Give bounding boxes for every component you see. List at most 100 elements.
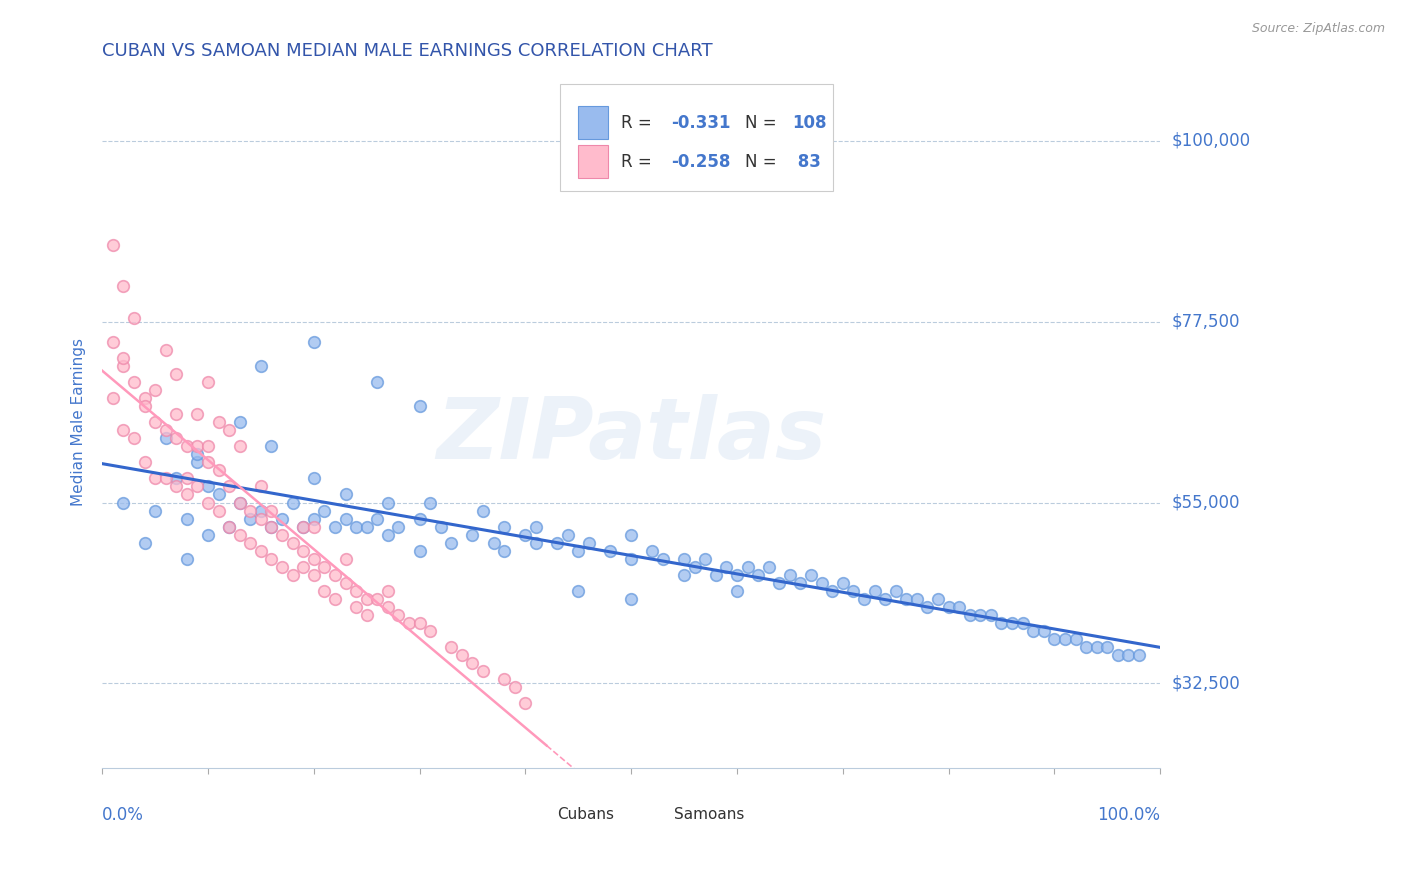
Point [134,535,156,549]
Point [408,543,430,558]
Point [101,391,124,405]
Point [1064,632,1087,647]
Point [980,607,1002,622]
Point [197,527,219,541]
Point [260,503,283,517]
Point [260,519,283,533]
Point [494,519,516,533]
Text: $100,000: $100,000 [1171,132,1250,150]
Point [207,463,229,477]
Point [683,559,706,574]
Point [461,527,484,541]
Point [863,583,886,598]
Point [314,583,336,598]
Point [482,535,505,549]
Point [155,431,177,445]
Point [260,439,283,453]
Point [377,495,399,509]
Point [165,367,187,381]
Text: R =: R = [620,153,657,170]
Point [250,503,273,517]
Point [197,479,219,493]
Point [176,471,198,485]
FancyBboxPatch shape [641,805,665,827]
Point [472,665,495,679]
Point [335,487,357,501]
Point [176,551,198,566]
Point [176,439,198,453]
Point [768,575,790,590]
Point [704,567,727,582]
Point [1001,615,1024,630]
Text: 108: 108 [792,114,827,132]
Point [1074,640,1097,655]
Point [122,431,145,445]
Point [344,583,367,598]
Text: Cubans: Cubans [557,807,614,822]
Point [938,599,960,614]
Point [323,591,346,606]
Point [323,567,346,582]
Point [789,575,811,590]
Point [408,615,430,630]
Point [419,495,441,509]
Point [239,511,262,525]
Point [1032,624,1054,638]
Point [122,310,145,325]
Point [356,607,378,622]
Point [134,391,156,405]
Point [229,415,252,429]
Point [737,559,759,574]
Point [112,423,135,437]
Point [229,527,252,541]
Point [344,599,367,614]
Point [323,519,346,533]
Point [271,559,294,574]
Point [1085,640,1108,655]
Point [1043,632,1066,647]
Point [101,334,124,349]
Point [875,591,897,606]
Point [165,407,187,421]
Point [1107,648,1129,663]
Point [218,519,240,533]
Point [186,407,208,421]
Point [387,519,409,533]
Point [1011,615,1033,630]
Point [292,543,315,558]
Text: N =: N = [745,153,782,170]
Point [335,551,357,566]
Point [990,615,1012,630]
Point [524,535,547,549]
Point [515,527,537,541]
Point [197,375,219,389]
Point [302,334,325,349]
Text: Samoans: Samoans [673,807,744,822]
Point [695,551,717,566]
Point [186,447,208,461]
Point [905,591,928,606]
FancyBboxPatch shape [561,84,834,191]
Point [969,607,991,622]
Point [852,591,875,606]
Point [271,511,294,525]
Point [461,657,484,671]
Point [292,519,315,533]
Text: R =: R = [620,114,657,132]
Point [250,511,273,525]
Point [112,495,135,509]
Point [250,479,273,493]
Point [197,495,219,509]
Point [673,567,696,582]
Point [725,567,748,582]
Point [281,567,304,582]
Text: 0.0%: 0.0% [103,805,143,823]
Point [451,648,474,663]
Point [810,575,832,590]
Point [884,583,907,598]
Text: CUBAN VS SAMOAN MEDIAN MALE EARNINGS CORRELATION CHART: CUBAN VS SAMOAN MEDIAN MALE EARNINGS COR… [103,42,713,60]
Point [524,519,547,533]
FancyBboxPatch shape [578,145,607,178]
Point [758,559,780,574]
Point [260,519,283,533]
